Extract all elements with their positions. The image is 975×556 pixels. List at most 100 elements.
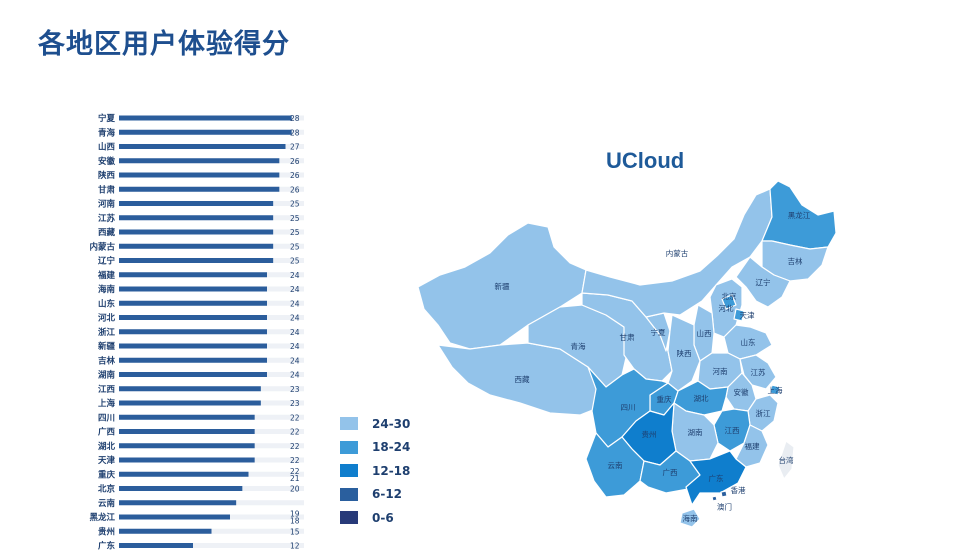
province-label: 安徽 xyxy=(734,387,749,397)
value-label: 24 xyxy=(290,371,300,380)
province-taiwan xyxy=(777,440,795,480)
legend-swatch xyxy=(340,440,358,454)
category-label: 广西 xyxy=(98,427,116,438)
category-label: 吉林 xyxy=(98,355,116,366)
value-label: 24 xyxy=(290,342,300,351)
bar xyxy=(119,471,249,477)
category-label: 内蒙古 xyxy=(89,241,115,252)
category-label: 辽宁 xyxy=(98,256,116,267)
value-label: 21 xyxy=(290,474,300,483)
bar xyxy=(119,229,274,235)
bar xyxy=(119,129,292,135)
category-label: 福建 xyxy=(97,270,116,281)
category-label: 四川 xyxy=(98,413,115,423)
province-label: 福建 xyxy=(745,441,760,451)
legend-item: 6-12 xyxy=(340,483,410,507)
bar xyxy=(119,300,267,306)
province-label: 云南 xyxy=(608,460,623,470)
category-label: 天津 xyxy=(98,455,116,466)
value-label: 18 xyxy=(290,517,300,526)
bar xyxy=(119,457,255,463)
province-label: 台湾 xyxy=(779,455,794,465)
bar xyxy=(119,186,280,192)
legend-item: 18-24 xyxy=(340,436,410,460)
category-label: 重庆 xyxy=(98,469,116,480)
legend-item: 12-18 xyxy=(340,459,410,483)
province-label: 山东 xyxy=(741,337,756,347)
bar-track xyxy=(119,543,304,548)
value-label: 15 xyxy=(290,527,300,536)
province-label: 浙江 xyxy=(756,408,771,418)
category-label: 宁夏 xyxy=(98,113,116,124)
province-label: 西藏 xyxy=(515,374,530,384)
province-tianjin xyxy=(733,308,745,322)
value-label: 25 xyxy=(290,257,300,266)
province-label: 陕西 xyxy=(677,348,692,358)
map-title: UCloud xyxy=(606,148,685,173)
category-label: 新疆 xyxy=(98,341,116,352)
legend-swatch xyxy=(340,464,358,478)
bar xyxy=(119,386,261,392)
value-label: 28 xyxy=(290,114,300,123)
category-label: 山西 xyxy=(98,142,116,153)
value-label: 22 xyxy=(290,467,300,476)
category-label: 浙江 xyxy=(98,327,116,338)
value-label: 22 xyxy=(290,428,300,437)
bar xyxy=(119,414,255,420)
category-label: 陕西 xyxy=(98,170,116,181)
province-label: 新疆 xyxy=(495,281,510,291)
category-label: 山东 xyxy=(98,298,116,309)
bar xyxy=(119,486,243,491)
province-label: 广西 xyxy=(663,467,678,477)
province-label: 天津 xyxy=(740,311,755,320)
category-label: 北京 xyxy=(98,484,116,495)
bar xyxy=(119,443,255,449)
province-label: 香港 xyxy=(731,485,746,495)
category-label: 湖南 xyxy=(98,370,116,381)
province-hainan xyxy=(679,508,701,528)
legend-label: 6-12 xyxy=(372,487,403,502)
value-label: 22 xyxy=(290,413,300,422)
province-label: 海南 xyxy=(683,513,698,523)
bar xyxy=(119,429,255,434)
category-label: 上海 xyxy=(98,398,116,409)
category-label: 安徽 xyxy=(98,156,116,167)
province-label: 广东 xyxy=(709,473,724,483)
value-label: 24 xyxy=(290,314,300,323)
province-label: 重庆 xyxy=(657,394,672,404)
value-label: 27 xyxy=(290,143,300,152)
value-label: 24 xyxy=(290,328,300,337)
province-label: 宁夏 xyxy=(651,327,666,337)
legend-label: 18-24 xyxy=(372,440,411,455)
value-label: 24 xyxy=(290,271,300,280)
category-label: 河北 xyxy=(98,313,116,324)
category-label: 贵州 xyxy=(98,526,115,537)
value-label: 25 xyxy=(290,228,300,237)
province-label: 吉林 xyxy=(788,256,803,266)
category-label: 湖北 xyxy=(98,441,116,452)
legend-label: 24-30 xyxy=(372,416,411,431)
province-macau xyxy=(711,495,718,502)
bar xyxy=(119,514,230,520)
province-label: 甘肃 xyxy=(620,332,635,342)
category-label: 青海 xyxy=(98,127,116,138)
province-label: 内蒙古 xyxy=(666,248,689,258)
map-legend: 24-30 18-24 12-18 6-12 0-6 xyxy=(340,412,410,530)
value-label: 26 xyxy=(290,171,300,180)
category-label: 江西 xyxy=(98,384,116,395)
province-label: 黑龙江 xyxy=(788,210,811,220)
category-label: 黑龙江 xyxy=(89,512,115,523)
province-label: 青海 xyxy=(571,341,586,351)
bar xyxy=(119,543,193,548)
bar xyxy=(119,400,261,406)
category-label: 广东 xyxy=(98,541,116,552)
province-shanghai xyxy=(769,384,781,396)
bar xyxy=(119,115,292,121)
value-label: 19 xyxy=(290,510,300,519)
legend-label: 12-18 xyxy=(372,463,411,478)
value-label: 24 xyxy=(290,285,300,294)
bar xyxy=(119,329,267,335)
bar xyxy=(119,528,212,534)
province-label: 上海 xyxy=(768,385,783,395)
